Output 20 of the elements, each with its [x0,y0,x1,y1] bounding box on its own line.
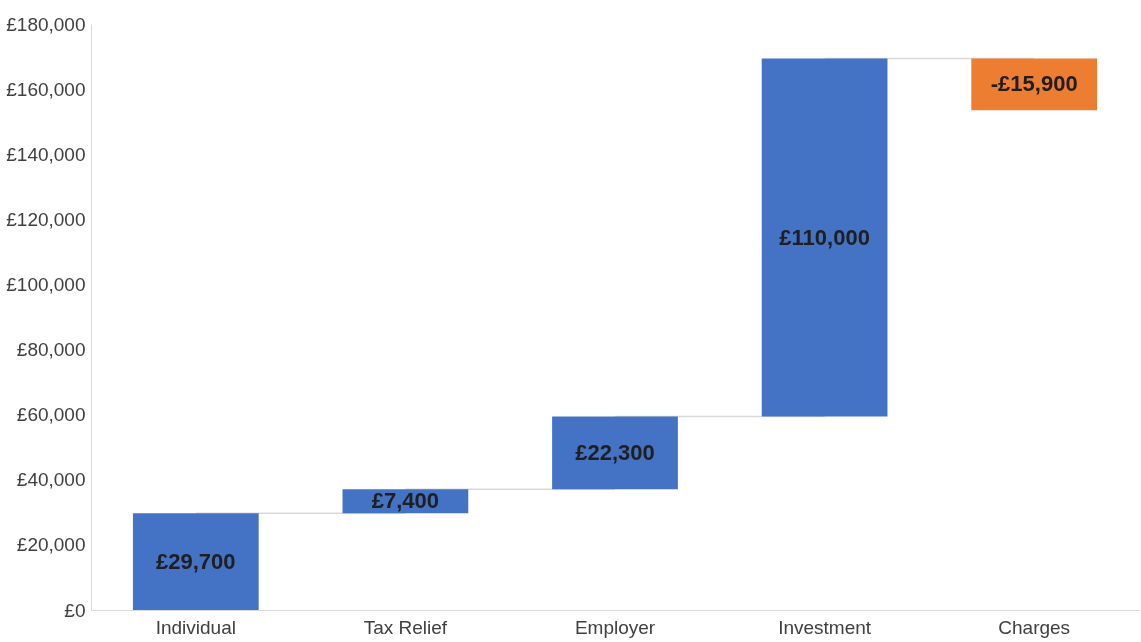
x-tick-label: Investment [778,616,872,638]
y-tick-label: £20,000 [16,534,86,556]
data-label: £7,400 [371,488,440,514]
data-label: £29,700 [156,548,236,574]
data-label: £110,000 [779,224,870,250]
data-label: -£15,900 [990,71,1078,97]
y-tick-label: £60,000 [16,404,86,426]
data-label: £22,300 [575,439,655,465]
y-tick-label: £180,000 [6,13,86,35]
x-tick-label: Charges [998,616,1071,638]
x-tick-label: Individual [155,616,236,638]
x-tick-label: Tax Relief [363,616,448,638]
y-tick-label: £160,000 [6,78,86,100]
y-tick-label: £0 [64,599,86,621]
y-tick-label: £100,000 [6,273,86,295]
y-tick-label: £120,000 [6,208,86,230]
y-tick-label: £80,000 [16,339,86,361]
y-tick-label: £140,000 [6,143,86,165]
y-tick-label: £40,000 [16,469,86,491]
x-tick-label: Employer [574,616,656,638]
